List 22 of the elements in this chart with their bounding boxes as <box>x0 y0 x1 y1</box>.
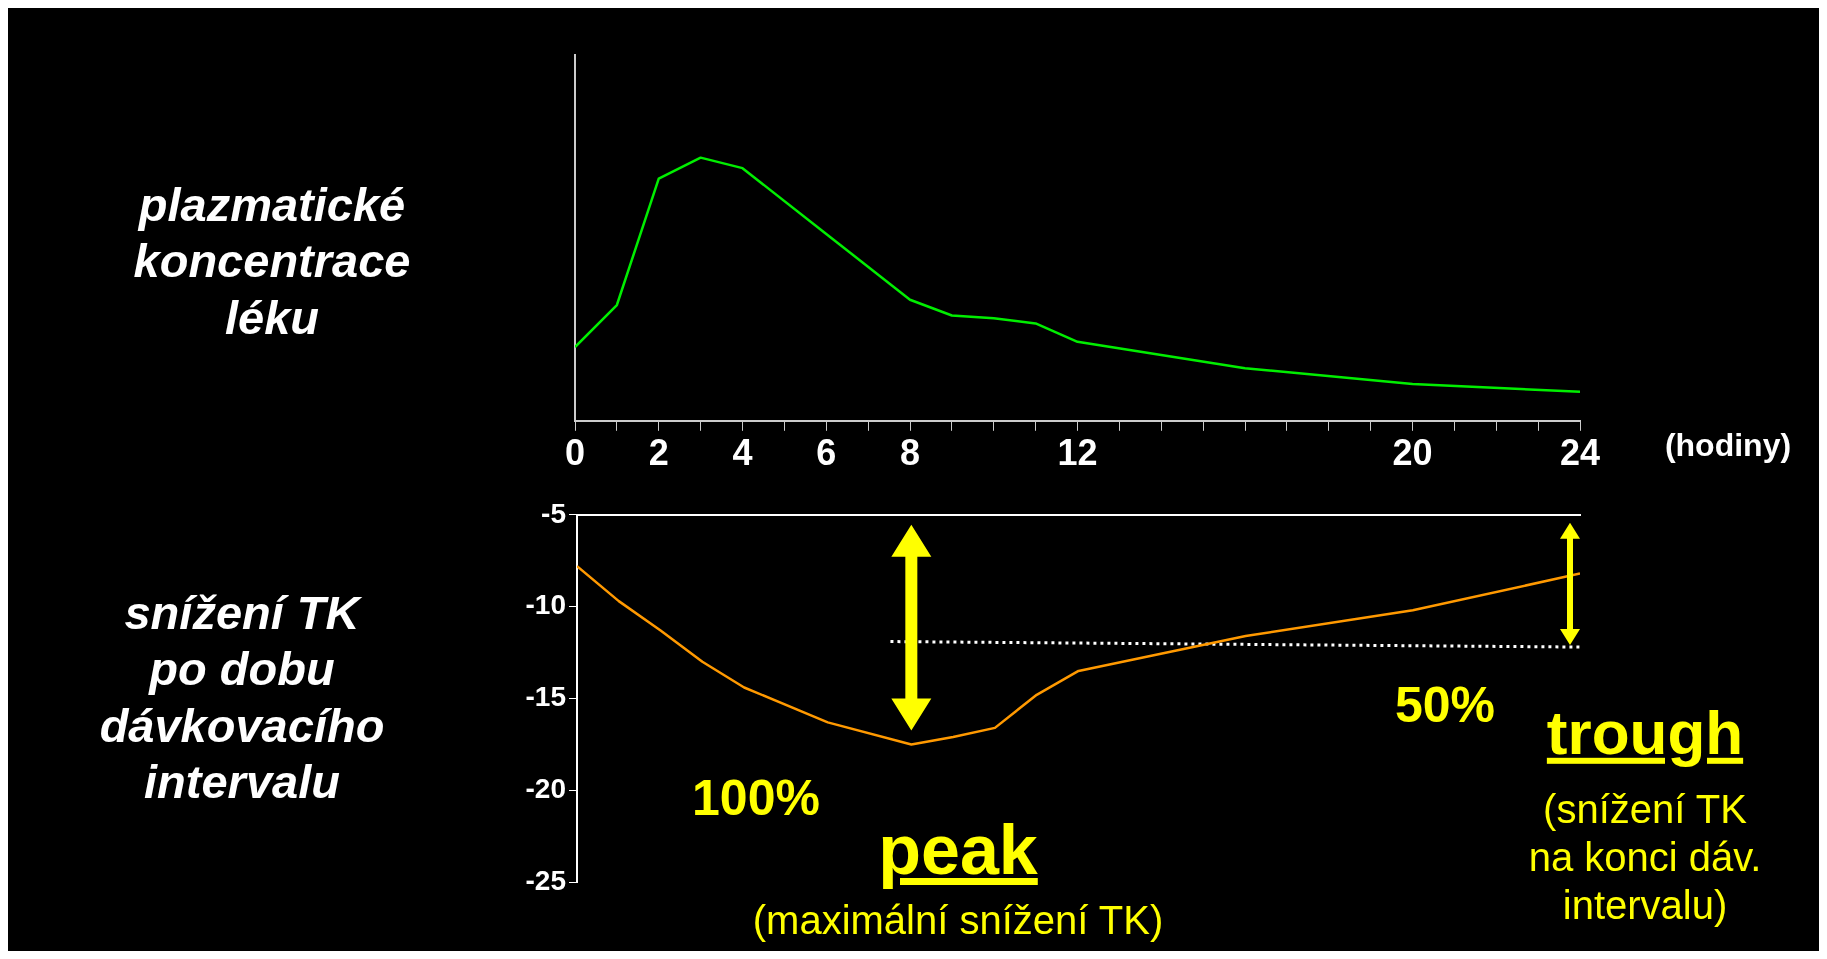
annotation: 100% <box>692 769 820 828</box>
y-tick-label: -15 <box>525 681 566 713</box>
y-axis-title: plazmatické koncentrace léku <box>133 177 411 347</box>
y-tick-label: -5 <box>541 497 566 529</box>
annotation: peak <box>878 810 1038 891</box>
x-tick-label: 24 <box>1559 432 1601 474</box>
annotation: (snížení TK na konci dáv. intervalu) <box>1528 786 1762 929</box>
y-tick-label: -25 <box>525 864 566 896</box>
y-axis-title: snížení TK po dobu dávkovacího intervalu <box>99 585 385 811</box>
x-tick-label: 0 <box>564 432 586 474</box>
x-tick-label: 6 <box>816 432 837 474</box>
x-tick-label: 8 <box>899 432 921 474</box>
x-tick-label: 20 <box>1392 432 1433 474</box>
text: (maximální snížení TK) <box>752 897 1164 944</box>
y-tick-label: -10 <box>525 589 566 621</box>
x-tick-label: 12 <box>1057 432 1098 474</box>
x-axis-title: (hodiny) <box>1664 425 1792 465</box>
annotation: trough <box>1546 696 1744 769</box>
y-tick-label: -20 <box>525 773 566 805</box>
x-tick-label: 2 <box>648 432 669 474</box>
x-tick-label: 4 <box>732 432 753 474</box>
annotation: 50% <box>1394 676 1496 735</box>
